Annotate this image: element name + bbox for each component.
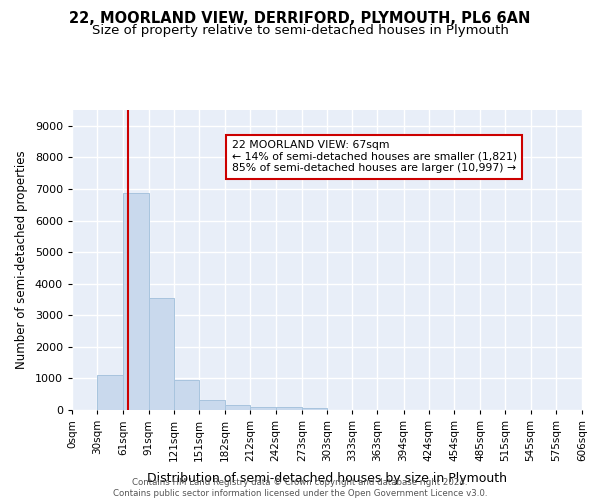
Text: Size of property relative to semi-detached houses in Plymouth: Size of property relative to semi-detach… [92,24,508,37]
Bar [275,408,302,410]
Bar [174,380,199,410]
Bar [250,406,275,410]
Bar [97,374,124,410]
Bar [225,404,250,410]
Bar [149,298,174,410]
Y-axis label: Number of semi-detached properties: Number of semi-detached properties [15,150,28,370]
Bar [199,400,225,410]
Text: 22 MOORLAND VIEW: 67sqm
← 14% of semi-detached houses are smaller (1,821)
85% of: 22 MOORLAND VIEW: 67sqm ← 14% of semi-de… [232,140,517,173]
Text: 22, MOORLAND VIEW, DERRIFORD, PLYMOUTH, PL6 6AN: 22, MOORLAND VIEW, DERRIFORD, PLYMOUTH, … [70,11,530,26]
Bar [124,192,149,410]
X-axis label: Distribution of semi-detached houses by size in Plymouth: Distribution of semi-detached houses by … [147,472,507,486]
Bar [302,408,327,410]
Text: Contains HM Land Registry data © Crown copyright and database right 2024.
Contai: Contains HM Land Registry data © Crown c… [113,478,487,498]
